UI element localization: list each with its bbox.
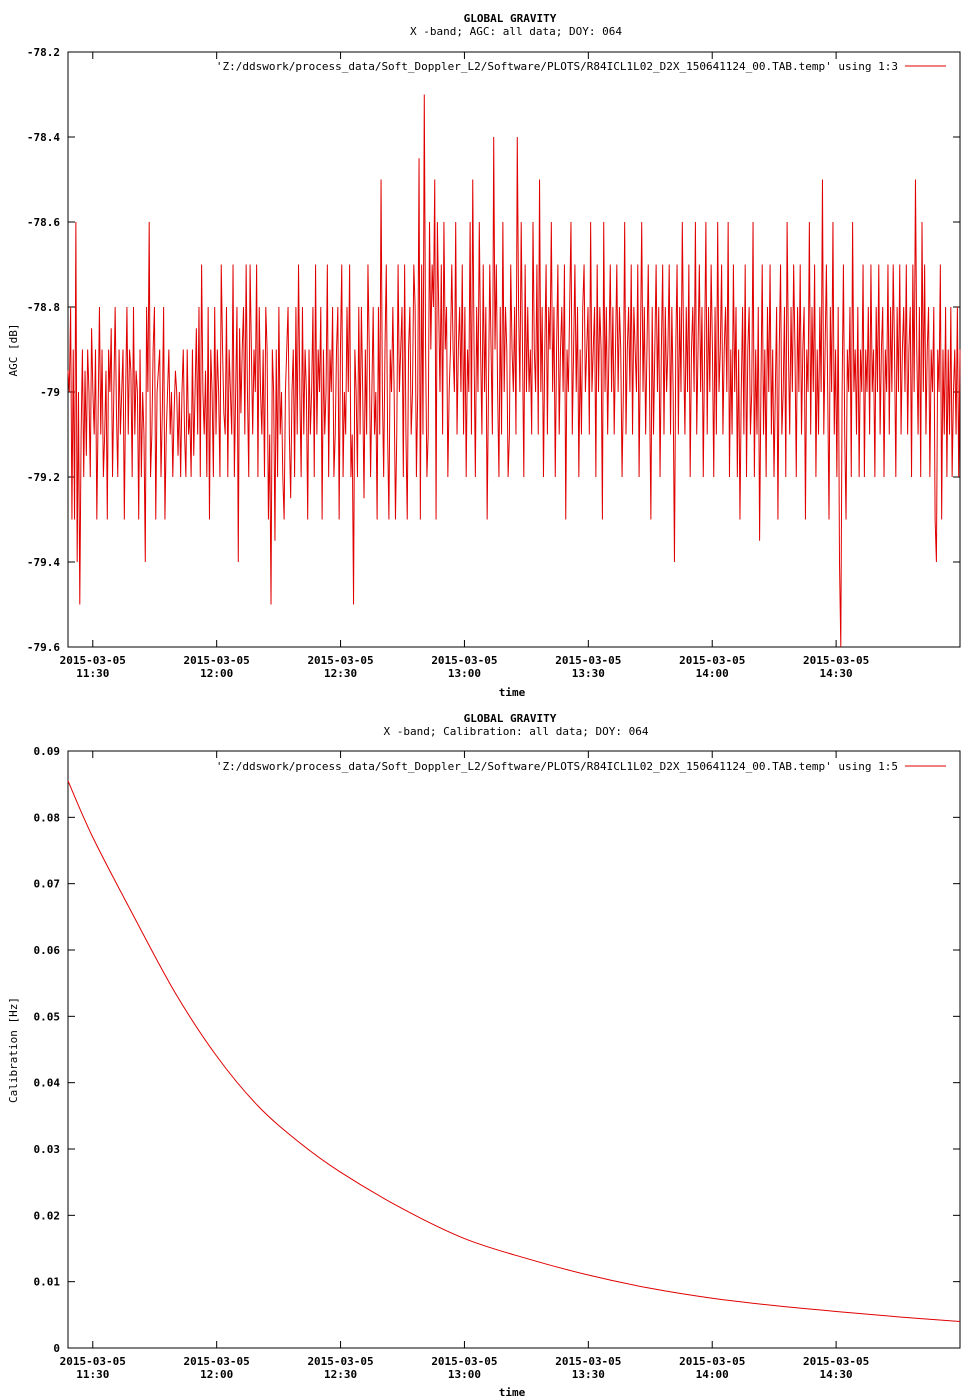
agc-legend-label: 'Z:/ddswork/process_data/Soft_Doppler_L2… [216,60,898,73]
1-y-tick-label: 0.07 [34,878,61,891]
0-y-tick-label: -78.8 [27,301,60,314]
0-y-tick-label: -78.6 [27,216,60,229]
1-x-tick-date: 2015-03-05 [307,1355,373,1368]
calibration-x-axis: 2015-03-0511:302015-03-0512:002015-03-05… [60,751,869,1381]
1-x-tick-time: 13:30 [572,1368,605,1381]
0-x-tick-date: 2015-03-05 [679,654,745,667]
calibration-x-axis-label: time [499,1386,526,1399]
0-x-tick-time: 14:30 [820,667,853,680]
0-x-tick-date: 2015-03-05 [555,654,621,667]
agc-y-axis: -78.2 -78.4 -78.6 -78.8 -79 -79.2 -79.4 -79.6 [27,46,960,654]
1-x-tick-time: 14:00 [696,1368,729,1381]
0-x-tick-time: 13:00 [448,667,481,680]
1-x-tick-date: 2015-03-05 [184,1355,250,1368]
0-x-tick-time: 14:00 [696,667,729,680]
0-x-tick-time: 12:30 [324,667,357,680]
agc-x-axis: 2015-03-0511:302015-03-0512:002015-03-05… [60,52,869,680]
0-y-tick-label: -79.4 [27,556,60,569]
1-x-tick-date: 2015-03-05 [555,1355,621,1368]
1-x-tick-time: 12:00 [200,1368,233,1381]
calibration-y-axis-label: Calibration [Hz] [7,997,20,1103]
1-y-tick-label: 0.08 [34,811,61,824]
calibration-chart-title: GLOBAL GRAVITY [464,712,557,725]
1-x-tick-time: 14:30 [820,1368,853,1381]
1-x-tick-time: 11:30 [76,1368,109,1381]
calibration-y-axis: 0 0.01 0.02 0.03 0.04 0.05 0.06 0.07 0.08 0.09 [34,745,960,1355]
agc-y-axis-label: AGC [dB] [7,324,20,377]
1-x-tick-time: 12:30 [324,1368,357,1381]
0-x-tick-date: 2015-03-05 [803,654,869,667]
0-x-tick-time: 13:30 [572,667,605,680]
1-y-tick-label: 0.03 [34,1143,61,1156]
1-y-tick-label: 0.09 [34,745,61,758]
calibration-series-line [67,780,961,1322]
0-x-tick-date: 2015-03-05 [184,654,250,667]
0-y-tick-label: -79.2 [27,471,60,484]
1-y-tick-label: 0.05 [34,1010,61,1023]
0-y-tick-label: -79 [40,386,60,399]
1-y-tick-label: 0.02 [34,1209,61,1222]
1-x-tick-date: 2015-03-05 [803,1355,869,1368]
agc-chart-subtitle: X -band; AGC: all data; DOY: 064 [410,25,622,38]
agc-chart-title: GLOBAL GRAVITY [464,12,557,25]
1-x-tick-time: 13:00 [448,1368,481,1381]
agc-x-axis-label: time [499,686,526,699]
agc-series-line [67,94,961,648]
agc-chart: GLOBAL GRAVITY X -band; AGC: all data; D… [7,12,961,699]
agc-legend: 'Z:/ddswork/process_data/Soft_Doppler_L2… [216,60,946,73]
1-y-tick-label: 0.06 [34,944,61,957]
calibration-legend: 'Z:/ddswork/process_data/Soft_Doppler_L2… [216,760,946,773]
calibration-chart: GLOBAL GRAVITY X -band; Calibration: all… [7,712,961,1399]
1-x-tick-date: 2015-03-05 [431,1355,497,1368]
0-y-tick-label: -78.4 [27,131,60,144]
0-y-tick-label: -78.2 [27,46,60,59]
1-y-tick-label: 0.01 [34,1276,61,1289]
1-x-tick-date: 2015-03-05 [60,1355,126,1368]
0-y-tick-label: -79.6 [27,641,60,654]
1-y-tick-label: 0.04 [34,1077,61,1090]
calibration-plot-frame [67,750,961,1349]
0-x-tick-date: 2015-03-05 [60,654,126,667]
calibration-legend-label: 'Z:/ddswork/process_data/Soft_Doppler_L2… [216,760,898,773]
0-x-tick-date: 2015-03-05 [431,654,497,667]
1-y-tick-label: 0 [53,1342,60,1355]
0-x-tick-time: 12:00 [200,667,233,680]
0-x-tick-date: 2015-03-05 [307,654,373,667]
calibration-chart-subtitle: X -band; Calibration: all data; DOY: 064 [384,725,649,738]
0-x-tick-time: 11:30 [76,667,109,680]
1-x-tick-date: 2015-03-05 [679,1355,745,1368]
